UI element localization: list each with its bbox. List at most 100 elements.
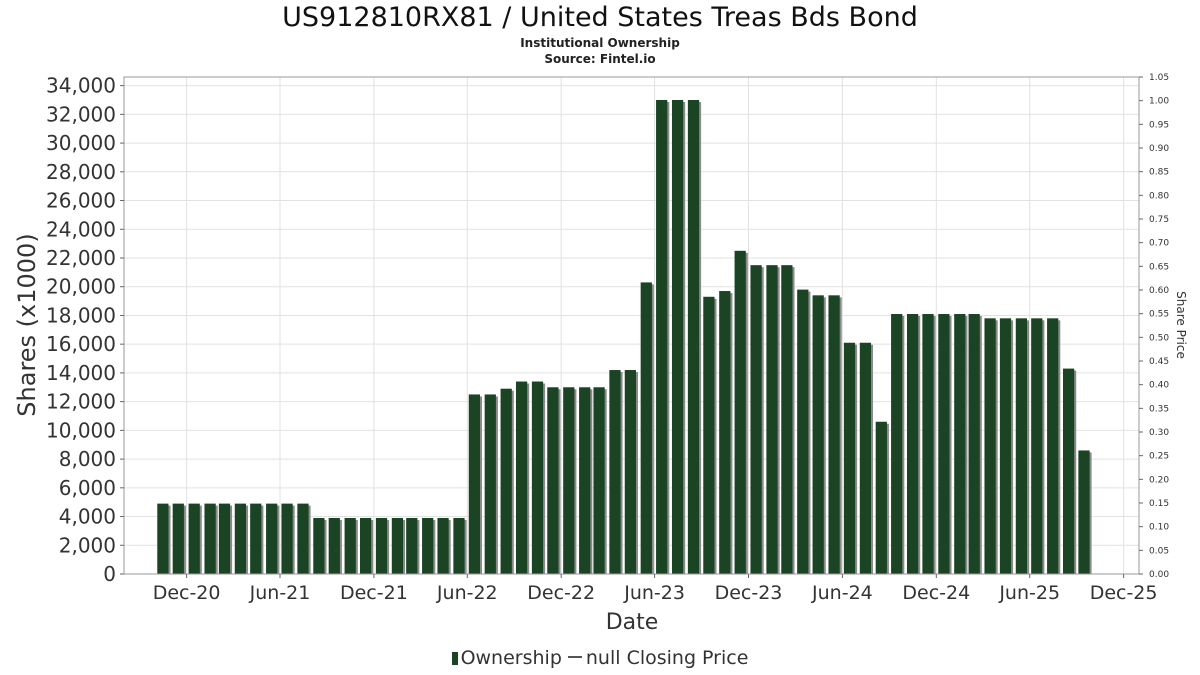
bar xyxy=(234,503,246,574)
x-axis: Dec-20 Jun-21 Dec-21 Jun-22 Dec-22 Jun-23 Dec-… xyxy=(153,574,1158,604)
bar xyxy=(1078,450,1090,574)
bar xyxy=(266,503,278,574)
legend-ownership-label: Ownership xyxy=(460,647,562,669)
y2-tick-label: 0.60 xyxy=(1149,286,1169,296)
x-tick-label: Dec-21 xyxy=(340,582,408,604)
bar xyxy=(859,342,872,574)
y2-axis: 0.00 0.05 0.10 0.15 0.20 0.25 0.30 0.35 0.40 0.45… xyxy=(1139,73,1169,580)
y-axis: 0 2,000 4,000 6,000 8,000 10,000 12,000 14,000 1… xyxy=(46,74,124,586)
bar xyxy=(375,517,388,574)
y2-tick-label: 0.40 xyxy=(1149,381,1169,391)
y2-tick-label: 0.65 xyxy=(1149,262,1169,272)
y2-tick-label: 0.80 xyxy=(1149,191,1169,201)
y2-tick-label: 0.45 xyxy=(1149,357,1169,367)
bar xyxy=(828,295,840,574)
bar xyxy=(906,314,919,574)
bar xyxy=(359,517,372,574)
x-tick-label: Dec-23 xyxy=(715,582,783,604)
bar xyxy=(797,289,809,574)
y2-tick-label: 1.00 xyxy=(1149,97,1169,107)
bar xyxy=(875,421,887,574)
bar xyxy=(422,517,434,574)
legend-ownership-swatch xyxy=(451,652,458,665)
x-tick-label: Jun-25 xyxy=(998,582,1060,604)
x-tick-label: Jun-24 xyxy=(811,582,873,604)
y-tick-label: 0 xyxy=(103,562,116,586)
bar xyxy=(484,394,496,574)
y-tick-label: 32,000 xyxy=(46,102,116,126)
bar xyxy=(437,517,449,574)
bar xyxy=(593,387,605,574)
y-tick-label: 24,000 xyxy=(46,217,116,241)
bar xyxy=(500,388,512,574)
y-tick-label: 12,000 xyxy=(46,390,116,414)
y2-tick-label: 0.20 xyxy=(1149,475,1169,485)
bar xyxy=(547,387,559,574)
bar xyxy=(563,387,575,574)
y2-tick-label: 0.35 xyxy=(1149,404,1169,414)
bar xyxy=(515,381,528,574)
bar xyxy=(157,503,169,574)
y2-tick-label: 0.70 xyxy=(1149,239,1169,249)
bar xyxy=(999,318,1012,574)
bar xyxy=(812,295,824,574)
chart-source: Source: Fintel.io xyxy=(544,52,656,66)
bar xyxy=(984,318,996,574)
bar xyxy=(1062,368,1075,574)
bar xyxy=(624,370,636,574)
bar xyxy=(766,265,778,574)
y2-tick-label: 0.00 xyxy=(1149,570,1169,580)
y2-tick-label: 0.05 xyxy=(1149,546,1169,556)
bar xyxy=(781,265,793,574)
bar xyxy=(938,314,950,574)
y-axis-label: Shares (x1000) xyxy=(13,233,41,416)
y-tick-label: 30,000 xyxy=(46,131,116,155)
y-tick-label: 8,000 xyxy=(59,447,116,471)
y2-tick-label: 0.55 xyxy=(1149,310,1169,320)
bar xyxy=(344,517,356,574)
bar xyxy=(188,503,200,574)
bar xyxy=(843,342,856,574)
bar xyxy=(734,250,746,575)
bar xyxy=(891,314,903,574)
x-tick-label: Jun-22 xyxy=(436,582,498,604)
bar xyxy=(172,503,184,574)
bar xyxy=(750,265,762,574)
plot-area-frame xyxy=(123,76,1140,575)
y2-tick-label: 0.50 xyxy=(1149,333,1169,343)
y2-tick-label: 0.25 xyxy=(1149,452,1169,462)
bar xyxy=(703,296,715,574)
bar xyxy=(250,503,262,574)
bar xyxy=(954,314,966,574)
bar xyxy=(218,503,231,574)
bar xyxy=(640,282,652,574)
bar xyxy=(922,314,934,574)
y-tick-label: 34,000 xyxy=(46,74,116,98)
bar xyxy=(313,517,325,574)
chart-subtitle: Institutional Ownership xyxy=(520,36,680,50)
bar xyxy=(968,314,980,574)
y-tick-label: 14,000 xyxy=(46,361,116,385)
x-tick-label: Dec-22 xyxy=(527,582,595,604)
y-tick-label: 18,000 xyxy=(46,303,116,327)
bar-series-ownership xyxy=(157,99,1092,575)
y2-tick-label: 1.05 xyxy=(1149,73,1169,83)
x-axis-label: Date xyxy=(606,610,659,635)
y-tick-label: 20,000 xyxy=(46,275,116,299)
bar xyxy=(719,291,731,574)
bar xyxy=(671,99,684,574)
y2-tick-label: 0.15 xyxy=(1149,499,1169,509)
y-tick-label: 4,000 xyxy=(59,505,116,529)
bar xyxy=(468,394,480,574)
y-tick-label: 2,000 xyxy=(59,533,116,557)
y-tick-label: 26,000 xyxy=(46,189,116,213)
bar xyxy=(391,517,404,574)
bar xyxy=(579,387,591,574)
y2-tick-label: 0.85 xyxy=(1149,168,1169,178)
bar xyxy=(328,517,340,574)
y2-tick-label: 0.75 xyxy=(1149,215,1169,225)
bar xyxy=(687,99,700,574)
bar xyxy=(656,99,668,574)
x-tick-label: Dec-25 xyxy=(1090,582,1158,604)
